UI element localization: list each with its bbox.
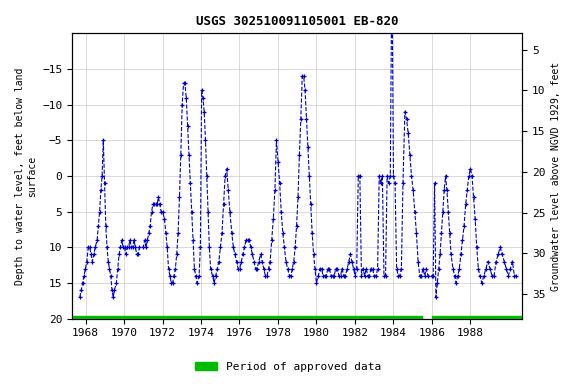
Title: USGS 302510091105001 EB-820: USGS 302510091105001 EB-820	[196, 15, 399, 28]
Y-axis label: Depth to water level, feet below land
surface: Depth to water level, feet below land su…	[15, 67, 37, 285]
Legend: Period of approved data: Period of approved data	[191, 358, 385, 377]
Y-axis label: Groundwater level above NGVD 1929, feet: Groundwater level above NGVD 1929, feet	[551, 61, 561, 291]
